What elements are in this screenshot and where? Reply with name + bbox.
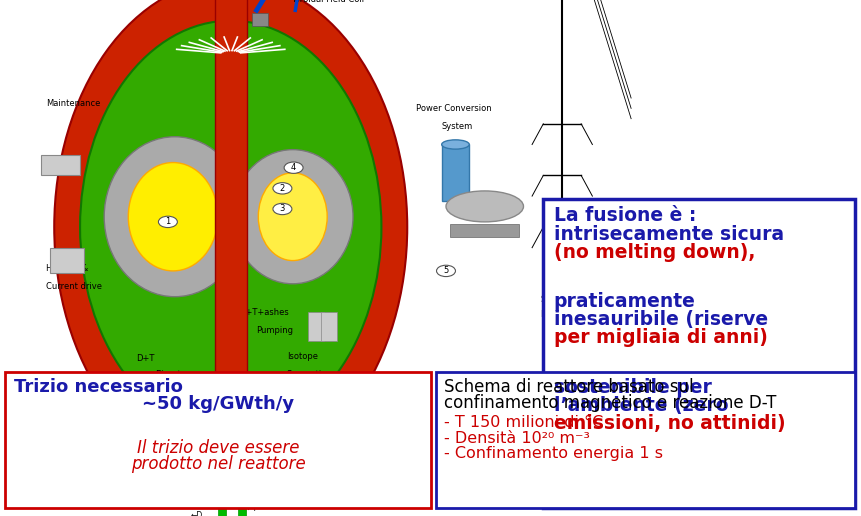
Text: Current drive: Current drive: [46, 282, 102, 291]
Ellipse shape: [442, 140, 469, 149]
Text: confinamento magnetico e reazione D-T: confinamento magnetico e reazione D-T: [444, 394, 777, 412]
Text: - Densità 10²⁰ m⁻³: - Densità 10²⁰ m⁻³: [444, 431, 591, 446]
FancyBboxPatch shape: [5, 372, 431, 508]
Text: ~50 kg/GWth/y: ~50 kg/GWth/y: [142, 395, 294, 413]
Text: sostenibile per: sostenibile per: [554, 378, 711, 397]
Text: (no melting down),: (no melting down),: [554, 243, 755, 262]
FancyBboxPatch shape: [442, 144, 469, 201]
Text: Power Conversion: Power Conversion: [416, 104, 492, 113]
FancyBboxPatch shape: [543, 199, 855, 508]
Ellipse shape: [128, 163, 218, 271]
Text: Heating &: Heating &: [46, 264, 88, 273]
Text: Schema di reattore basato sul: Schema di reattore basato sul: [444, 378, 694, 396]
Text: Isotope: Isotope: [287, 351, 318, 361]
FancyBboxPatch shape: [41, 155, 80, 175]
Circle shape: [437, 265, 455, 277]
FancyBboxPatch shape: [450, 224, 519, 237]
FancyBboxPatch shape: [252, 13, 268, 26]
FancyBboxPatch shape: [238, 464, 246, 516]
Text: intrisecamente sicura: intrisecamente sicura: [554, 224, 784, 244]
Text: D+T+ashes: D+T+ashes: [239, 308, 289, 317]
Text: ←D: ←D: [190, 511, 202, 516]
Text: 2: 2: [280, 184, 285, 193]
Text: Divertor: Divertor: [155, 369, 189, 379]
Text: Separation: Separation: [287, 369, 332, 379]
Text: l’ambiente (zero: l’ambiente (zero: [554, 396, 728, 415]
Text: prodotto nel reattore: prodotto nel reattore: [131, 455, 306, 473]
Text: 3: 3: [280, 204, 285, 214]
Text: 1: 1: [165, 217, 170, 227]
Text: D+T: D+T: [136, 354, 154, 363]
Ellipse shape: [54, 0, 407, 475]
Text: inesauribile (riserve: inesauribile (riserve: [554, 310, 768, 329]
Ellipse shape: [446, 191, 523, 222]
Ellipse shape: [104, 137, 245, 297]
FancyBboxPatch shape: [215, 0, 247, 485]
Ellipse shape: [80, 21, 381, 433]
FancyBboxPatch shape: [308, 312, 324, 341]
Text: Power to the Grid: Power to the Grid: [541, 310, 614, 319]
Text: Pumping: Pumping: [257, 326, 294, 335]
Circle shape: [273, 183, 292, 194]
FancyBboxPatch shape: [321, 312, 337, 341]
Text: 4: 4: [291, 163, 296, 172]
Text: Maintenance: Maintenance: [46, 99, 100, 108]
Circle shape: [273, 203, 292, 215]
Text: Il trizio deve essere: Il trizio deve essere: [137, 439, 300, 457]
FancyBboxPatch shape: [50, 248, 84, 273]
Text: La fusione è :: La fusione è :: [554, 206, 696, 225]
Text: Supply Electric: Supply Electric: [541, 295, 604, 304]
FancyBboxPatch shape: [218, 464, 226, 516]
Text: Trizio necessario: Trizio necessario: [14, 378, 183, 396]
FancyBboxPatch shape: [436, 372, 855, 508]
Ellipse shape: [232, 150, 353, 284]
Circle shape: [158, 216, 177, 228]
Text: per migliaia di anni): per migliaia di anni): [554, 329, 767, 347]
Circle shape: [284, 162, 303, 173]
Text: emissioni, no attinidi): emissioni, no attinidi): [554, 414, 785, 433]
Text: praticamente: praticamente: [554, 292, 696, 311]
Ellipse shape: [258, 173, 327, 261]
Text: Toroidal Field Coil: Toroidal Field Coil: [291, 0, 364, 5]
Text: - Confinamento energia 1 s: - Confinamento energia 1 s: [444, 446, 663, 461]
Text: 5: 5: [443, 266, 449, 276]
Text: ←T: ←T: [247, 504, 257, 513]
Text: - T 150 milioni di °C: - T 150 milioni di °C: [444, 415, 604, 430]
Text: System: System: [442, 122, 473, 131]
